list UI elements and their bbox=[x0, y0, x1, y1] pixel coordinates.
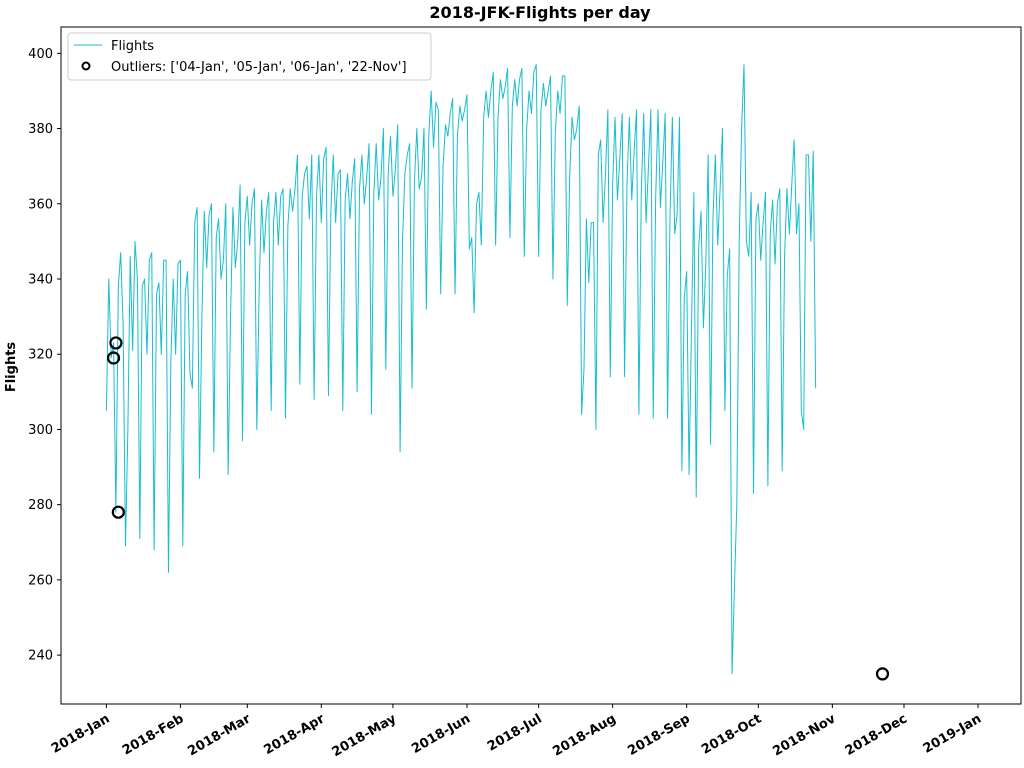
y-tick-label: 320 bbox=[28, 348, 53, 363]
legend-label-outliers: Outliers: ['04-Jan', '05-Jan', '06-Jan',… bbox=[111, 60, 407, 75]
y-tick-label: 380 bbox=[28, 122, 53, 137]
plot-area bbox=[105, 64, 890, 681]
outlier-point bbox=[111, 505, 125, 519]
series-line-flights bbox=[105, 64, 817, 675]
y-tick-label: 360 bbox=[28, 197, 53, 212]
y-axis-label: Flights bbox=[4, 342, 19, 393]
y-tick-label: 280 bbox=[28, 498, 53, 513]
plot-frame bbox=[60, 26, 1022, 705]
legend-outlier-marker bbox=[81, 61, 91, 71]
chart-title: 2018-JFK-Flights per day bbox=[429, 3, 651, 22]
y-tick-label: 260 bbox=[28, 573, 53, 588]
y-axis: 240 260 280 300 320 340 360 380 400 bbox=[28, 47, 61, 664]
legend-label-flights: Flights bbox=[111, 39, 154, 54]
outlier-point bbox=[875, 667, 890, 681]
legend-box bbox=[67, 32, 432, 81]
y-tick-label: 400 bbox=[28, 47, 53, 62]
outlier-point bbox=[106, 351, 121, 365]
legend: Flights Outliers: ['04-Jan', '05-Jan', '… bbox=[67, 32, 432, 81]
y-tick-label: 240 bbox=[28, 649, 53, 664]
y-tick-label: 340 bbox=[28, 272, 53, 287]
outlier-point bbox=[109, 336, 123, 350]
y-tick-label: 300 bbox=[28, 423, 53, 438]
